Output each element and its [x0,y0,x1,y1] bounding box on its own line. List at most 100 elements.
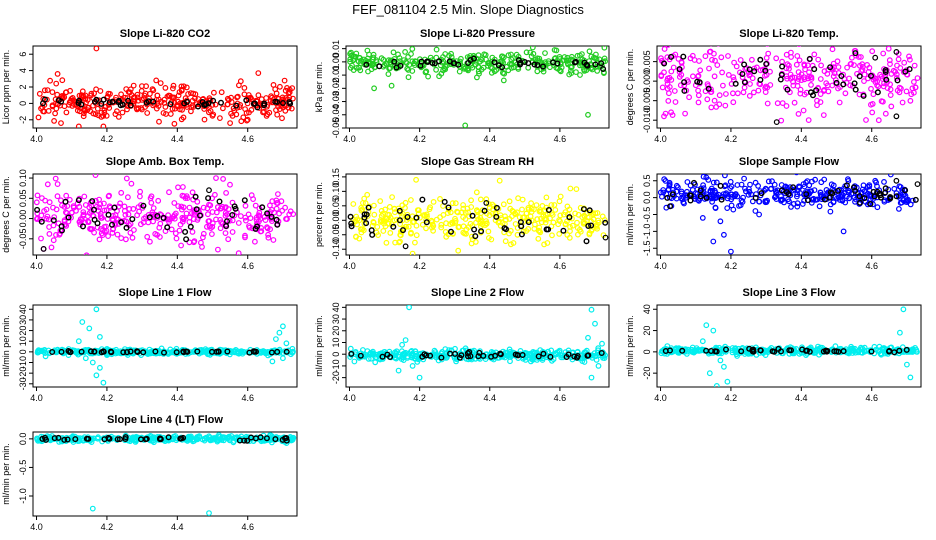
selected-point [600,65,607,72]
data-point [830,199,837,206]
y-tick-label: 0.15 [331,168,341,186]
data-point [816,203,823,210]
data-point [500,201,507,208]
data-point [495,219,502,226]
data-point [383,61,390,67]
data-point [842,90,849,97]
outlier-point [462,122,469,128]
data-point [423,225,429,232]
data-point [437,195,443,202]
data-point [474,74,480,81]
data-point [106,105,113,111]
y-tick-label: 0.00 [331,53,341,71]
data-point [413,232,420,239]
selected-point [784,86,791,93]
data-point [547,64,553,71]
data-point [881,178,887,185]
data-point [566,234,573,241]
data-point [861,78,867,84]
selected-point [741,79,748,86]
selected-point [127,102,134,109]
data-point [386,203,393,210]
data-point [243,110,250,116]
selected-point [752,194,759,201]
data-point [727,185,734,192]
data-point [175,92,182,99]
selected-point [891,349,898,356]
data-point [237,213,244,220]
data-point [739,345,746,351]
data-point [573,186,580,193]
data-point [148,199,155,206]
selected-point [886,348,893,355]
data-point [360,200,366,206]
data-point [750,89,757,96]
data-point [105,193,112,200]
data-point [794,174,799,176]
outlier-point [585,111,591,118]
data-point [236,435,243,441]
data-point [162,84,169,91]
selected-point [763,61,770,68]
selected-point [893,49,900,55]
data-point [39,195,45,202]
outlier-point [82,355,89,362]
data-point [89,226,95,232]
data-point [794,191,801,198]
selected-point [503,226,510,233]
data-point [452,200,459,207]
data-point [283,94,289,101]
data-point [894,62,900,69]
selected-point [268,213,275,220]
data-point [45,107,52,114]
selected-point [804,347,811,354]
outlier-point [371,85,378,92]
data-point [787,71,794,78]
data-point [397,238,403,245]
data-point [595,345,602,352]
y-tick-label: 40 [642,304,652,314]
panel-slope-line-1-flow: Slope Line 1 Flow 4.0 4.2 4.4 4.6 -30-20-10 0 1… [1,287,298,403]
selected-point [857,199,864,206]
data-point [119,109,126,116]
data-point [229,229,236,235]
data-point [884,79,890,86]
data-point [711,73,718,80]
data-point [358,207,365,214]
outlier-point [199,243,205,250]
data-point [534,216,541,223]
data-point [671,88,678,94]
outlier-point [721,231,727,238]
data-point [449,220,456,227]
selected-point [365,204,372,211]
selected-point [261,100,268,107]
data-point [122,236,129,243]
data-point [130,205,137,212]
data-point [427,204,434,211]
selected-point [173,349,180,356]
selected-point [65,214,72,221]
data-point [446,347,452,354]
data-point [51,117,57,124]
selected-point [34,206,41,213]
selected-point [246,349,253,356]
selected-point [127,348,134,355]
data-point [96,204,103,211]
selected-point [146,214,153,221]
selected-point [586,207,593,214]
y-tick-label: 0 [18,349,28,354]
data-point [225,96,232,103]
selected-point [419,196,426,203]
data-point [749,75,756,82]
data-point [127,220,134,227]
data-point [887,92,894,98]
data-point [718,54,725,61]
x-tick-label: 4.2 [725,393,738,403]
data-point [670,64,677,71]
data-point [746,186,752,192]
outlier-point [103,352,110,359]
data-point [385,71,392,77]
data-point [438,224,445,231]
data-point [519,196,526,203]
outlier-point [703,174,710,181]
